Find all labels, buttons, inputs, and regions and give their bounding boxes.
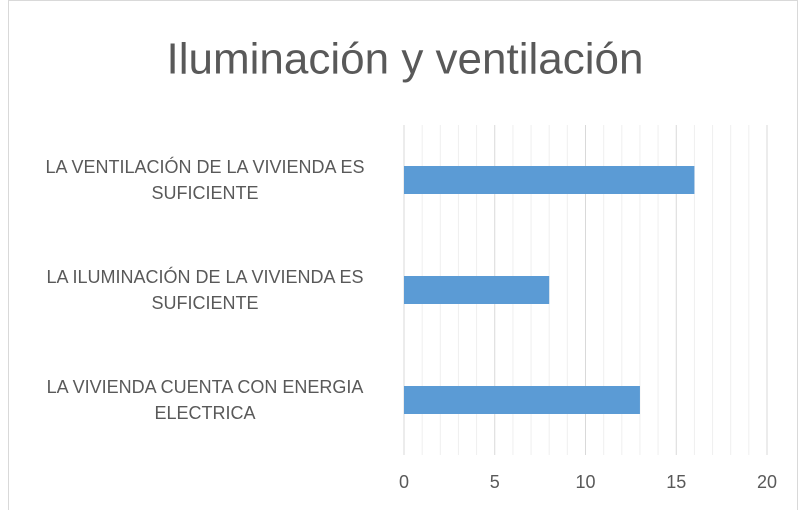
x-tick-label: 15 (666, 472, 686, 492)
x-tick-label: 20 (757, 472, 777, 492)
chart-frame (8, 0, 798, 510)
x-tick-label: 5 (490, 472, 500, 492)
x-tick-label: 10 (575, 472, 595, 492)
bar (404, 166, 695, 194)
bar (404, 386, 640, 414)
y-tick-label: LA VIVIENDA CUENTA CON ENERGIA ELECTRICA (46, 377, 364, 423)
y-tick-label: LA ILUMINACIÓN DE LA VIVIENDA ES SUFICIE… (46, 267, 364, 313)
bar (404, 276, 550, 304)
chart-title: Iluminación y ventilación (167, 35, 644, 84)
x-tick-label: 0 (399, 472, 409, 492)
y-tick-label: LA VENTILACIÓN DE LA VIVIENDA ES SUFICIE… (45, 157, 365, 203)
